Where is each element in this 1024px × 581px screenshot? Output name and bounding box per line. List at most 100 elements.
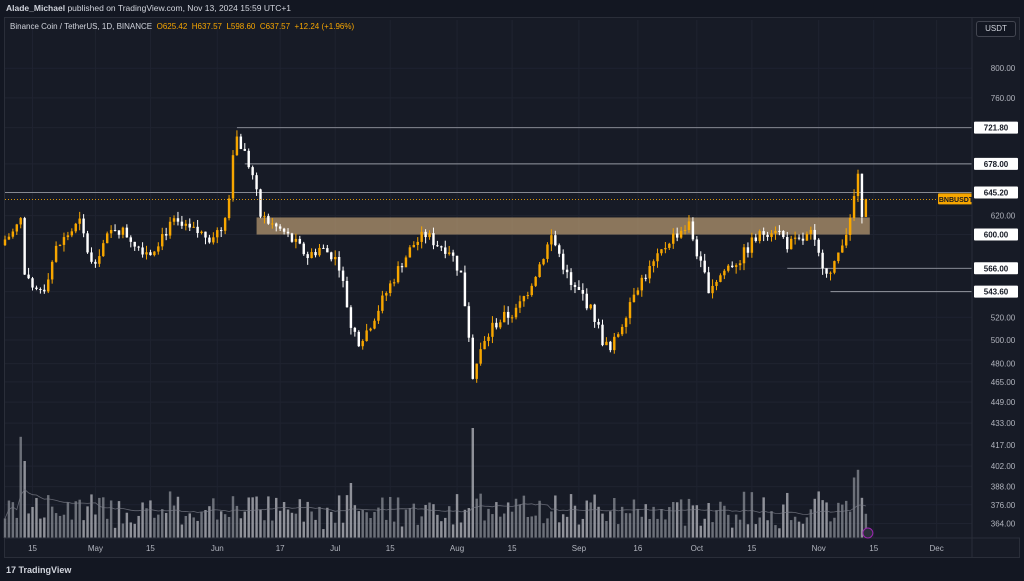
level-tag-label: 721.80 [984, 124, 1009, 133]
volume-bar [404, 509, 408, 538]
candle-body [821, 252, 824, 269]
time-tick-label: 15 [146, 544, 155, 553]
candle-body [774, 230, 777, 234]
candle-body [805, 233, 809, 241]
candle-body [153, 251, 156, 256]
horizontal-levels[interactable] [5, 127, 972, 293]
volume-bar [117, 501, 121, 538]
volume-bar [306, 501, 309, 538]
volume-bar [349, 483, 353, 538]
volume-bar [369, 518, 372, 538]
volume-bar [322, 529, 325, 538]
candle-body [691, 221, 695, 240]
publisher-bar: Alade_Michael published on TradingView.c… [0, 0, 1024, 16]
candle-body [664, 247, 667, 250]
candle-body [687, 221, 691, 231]
footer: 17 TradingView [0, 560, 1024, 581]
volume-bar [31, 506, 34, 538]
candle-body [715, 281, 718, 286]
volume-bar [377, 507, 380, 538]
volume-bar [707, 503, 710, 538]
volume-bar [157, 514, 160, 538]
candle-body [66, 235, 70, 238]
volume-bar [672, 501, 675, 538]
candle-body [161, 234, 164, 247]
candle-body [455, 255, 459, 271]
volume-bar [624, 513, 628, 538]
level-tag-bg [974, 157, 1018, 170]
volume-bar [86, 506, 89, 538]
candle-body [98, 256, 101, 264]
candle-body [463, 272, 467, 307]
candle-body [526, 295, 530, 297]
candle-body [841, 245, 844, 253]
tradingview-logo[interactable]: 17 TradingView [6, 560, 71, 581]
supply-zone [256, 217, 870, 235]
symbol-legend[interactable]: Binance Coin / TetherUS, 1D, BINANCE O62… [10, 22, 354, 31]
candle-body [593, 304, 596, 322]
volume-bar [381, 497, 384, 538]
volume-bar [416, 524, 419, 538]
candle-body [23, 218, 26, 275]
volume-bar [239, 518, 243, 538]
volume-bar [746, 524, 750, 538]
volume-bar [11, 502, 15, 538]
volume-bar [302, 521, 305, 538]
volume-bar [137, 515, 140, 538]
volume-bar [396, 497, 400, 538]
volume-bar [164, 512, 168, 538]
volume-bar [789, 520, 793, 538]
candle-body [581, 290, 585, 294]
volume-bar [318, 506, 321, 538]
level-tag-bg [974, 262, 1018, 275]
publisher-name[interactable]: Alade_Michael [6, 3, 66, 13]
candle-body [864, 199, 868, 217]
volume-bar [184, 515, 188, 538]
price-chart[interactable]: BNBUSDT637.5709:00:15 800.00760.00721.80… [0, 0, 1024, 560]
candle-body [675, 233, 679, 238]
volume-bar [105, 518, 109, 538]
candles [3, 130, 868, 383]
candle-body [82, 218, 85, 234]
candle-body [353, 327, 357, 332]
candle-body [105, 233, 109, 244]
volume-bar [577, 524, 581, 538]
candle-body [62, 237, 66, 245]
time-tick-label: Aug [450, 544, 464, 553]
volume-bar [640, 516, 644, 538]
volume-bar [192, 517, 195, 538]
volume-bar [326, 507, 329, 538]
candle-body [727, 265, 730, 271]
volume-bar [70, 519, 74, 538]
time-axis[interactable]: 15 May 15 Jun 17 Jul 15 Aug 15 Sep 16 Oct 15 Nov 15 Dec [4, 537, 1020, 553]
candle-body [282, 228, 286, 232]
volume-bar [699, 525, 702, 538]
candle-body [381, 295, 384, 311]
candle-body [565, 269, 569, 273]
volume-bar [219, 511, 223, 538]
price-tick-label: 465.00 [991, 378, 1016, 387]
volume-bar [19, 436, 22, 538]
volume-bar [487, 508, 490, 538]
volume-bar [243, 511, 247, 538]
currency-button[interactable]: USDT [976, 21, 1016, 37]
candle-body [499, 322, 502, 328]
candle-body [145, 252, 148, 255]
volume-bar [428, 502, 431, 538]
volume-bar [762, 497, 765, 538]
candle-body [652, 261, 655, 266]
candle-body [204, 231, 207, 238]
volume-bar [837, 502, 840, 538]
volume-bar [467, 508, 471, 538]
volume-bar [90, 494, 93, 538]
candle-body [129, 237, 133, 242]
candle-body [577, 286, 581, 291]
candle-body [770, 233, 773, 238]
volume-bar [801, 523, 805, 538]
volume-bar [675, 502, 679, 538]
volume-bar [723, 505, 726, 538]
candle-body [275, 223, 278, 227]
volume-bar [805, 517, 809, 538]
candle-body [746, 247, 750, 253]
price-tick-label: 402.00 [991, 462, 1016, 471]
